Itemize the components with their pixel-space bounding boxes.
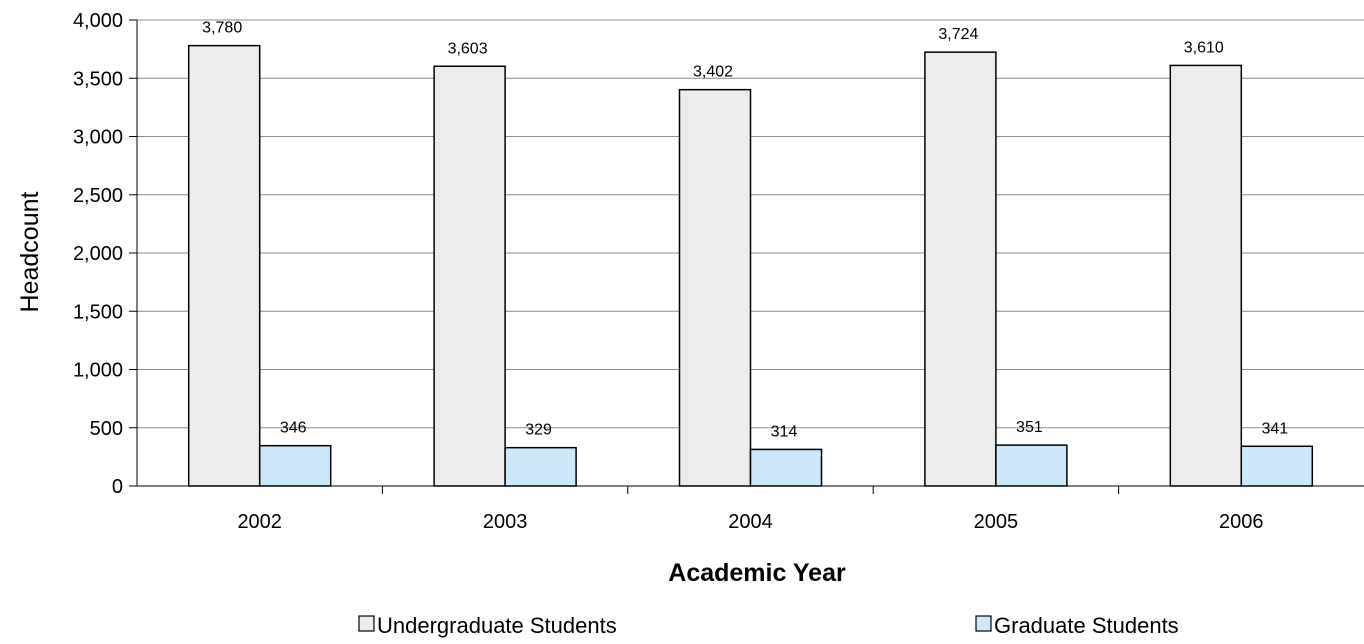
graduate-bar	[995, 444, 1068, 487]
undergraduate-data-label: 3,603	[448, 40, 488, 57]
legend-swatch-undergraduate	[358, 615, 375, 632]
y-tick-label: 3,500	[73, 68, 123, 90]
graduate-data-label: 314	[771, 423, 798, 440]
x-tick-label: 2004	[728, 511, 773, 533]
graduate-bar	[1240, 445, 1314, 487]
y-tick-label: 500	[90, 418, 123, 440]
y-axis-title: Headcount	[16, 191, 44, 312]
undergraduate-data-label: 3,724	[938, 26, 978, 43]
x-tick-label: 2003	[483, 511, 528, 533]
undergraduate-data-label: 3,402	[693, 64, 733, 81]
graduate-data-label: 341	[1261, 420, 1288, 437]
undergraduate-bar	[1169, 64, 1243, 487]
labels: 0 500 1,000 1,500 2,000 2,500 3,000 3,500 4,000 3…	[73, 10, 1288, 533]
graduate-bar	[258, 444, 332, 487]
y-tick-label: 0	[112, 476, 123, 498]
undergraduate-bar	[187, 44, 261, 487]
x-tick-label: 2002	[237, 511, 282, 533]
graduate-bar	[504, 446, 577, 487]
y-tick-label: 2,000	[73, 243, 123, 265]
y-tick-label: 1,000	[73, 360, 123, 382]
undergraduate-bar	[924, 51, 997, 487]
y-tick-label: 3,000	[73, 127, 123, 149]
axes	[129, 19, 1364, 494]
undergraduate-bar	[433, 65, 506, 487]
graduate-bar	[749, 448, 823, 487]
graduate-data-label: 346	[280, 420, 307, 437]
y-tick-label: 2,500	[73, 185, 123, 207]
legend-label-graduate: Graduate Students	[994, 613, 1179, 638]
bars	[187, 44, 1314, 487]
legend-swatch-graduate	[975, 615, 992, 632]
x-tick-label: 2006	[1219, 511, 1264, 533]
x-axis-title: Academic Year	[668, 559, 846, 587]
undergraduate-data-label: 3,610	[1184, 39, 1224, 56]
y-tick-label: 1,500	[73, 301, 123, 323]
undergraduate-bar	[678, 88, 752, 487]
y-tick-label: 4,000	[73, 10, 123, 32]
graduate-data-label: 351	[1016, 419, 1043, 436]
legend: Undergraduate Students Graduate Students	[358, 613, 1179, 638]
undergraduate-data-label: 3,780	[202, 20, 242, 37]
legend-label-undergraduate: Undergraduate Students	[377, 613, 617, 638]
graduate-data-label: 329	[525, 422, 552, 439]
x-tick-label: 2005	[974, 511, 1019, 533]
